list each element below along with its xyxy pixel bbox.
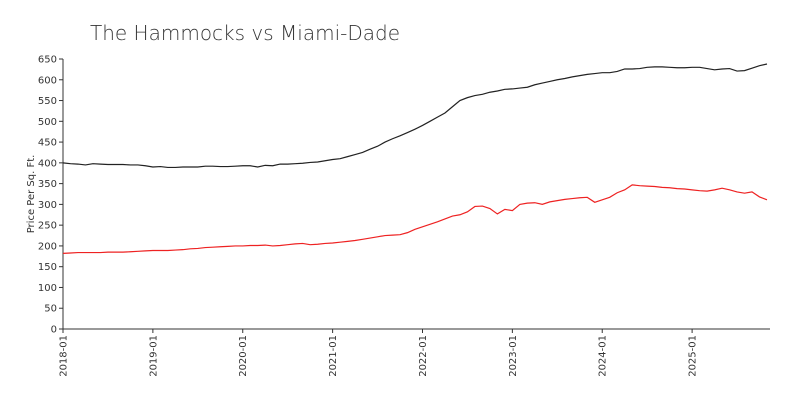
y-tick-label: 550 — [38, 96, 57, 107]
y-tick-label: 300 — [38, 200, 57, 211]
y-axis-label: Price Per Sq. Ft. — [26, 155, 37, 234]
x-tick-label: 2024-01 — [598, 335, 609, 377]
x-tick-label: 2018-01 — [59, 335, 70, 377]
y-tick-label: 250 — [38, 221, 57, 232]
y-tick-label: 500 — [38, 117, 57, 128]
y-tick-label: 200 — [38, 241, 57, 252]
x-tick-label: 2019-01 — [148, 335, 159, 377]
x-tick-label: 2025-01 — [688, 335, 699, 377]
y-tick-label: 650 — [38, 55, 57, 66]
series-line — [62, 63, 768, 169]
y-tick-label: 0 — [51, 325, 57, 336]
y-tick-label: 350 — [38, 179, 57, 190]
y-tick-label: 600 — [38, 75, 57, 86]
x-tick-label: 2020-01 — [238, 335, 249, 377]
chart-title: The Hammocks vs Miami-Dade — [90, 21, 400, 45]
y-tick-label: 100 — [38, 283, 57, 294]
x-tick-label: 2022-01 — [418, 335, 429, 377]
x-tick-label: 2023-01 — [508, 335, 519, 377]
y-tick-label: 50 — [44, 304, 57, 315]
y-tick-label: 400 — [38, 158, 57, 169]
series-line — [62, 184, 768, 254]
y-tick-label: 450 — [38, 138, 57, 149]
x-tick-label: 2021-01 — [328, 335, 339, 377]
y-tick-label: 150 — [38, 262, 57, 273]
